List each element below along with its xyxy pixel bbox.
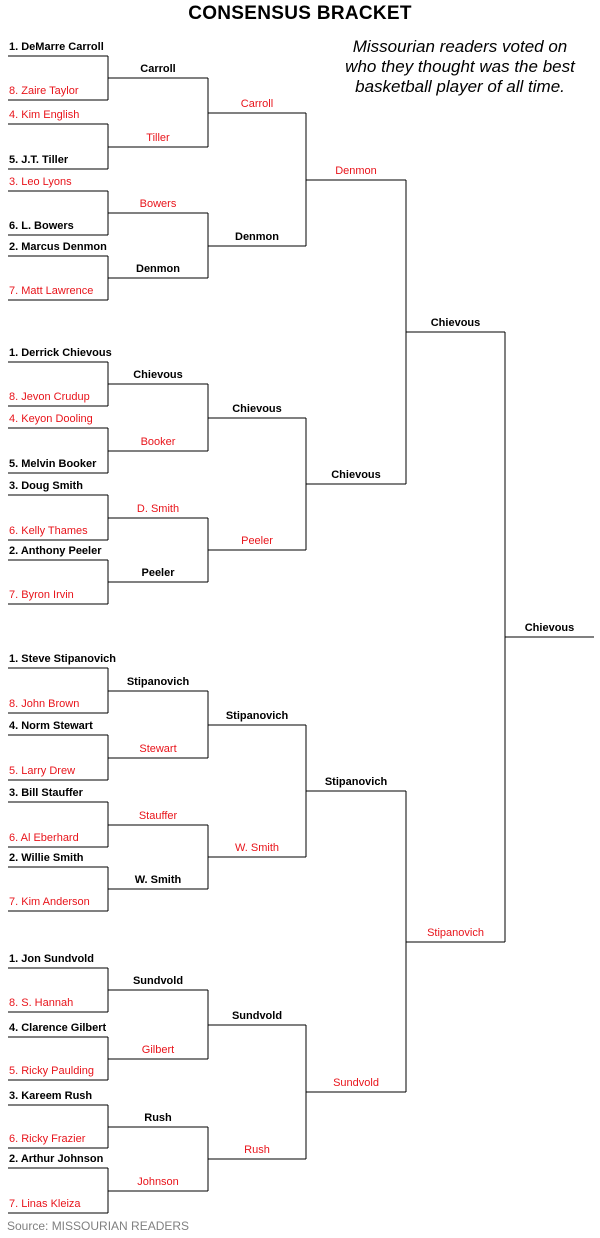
- eliminated-label: Denmon: [335, 165, 377, 177]
- winner-label: Peeler: [141, 567, 175, 579]
- winner-label: 3. Kareem Rush: [9, 1090, 93, 1102]
- eliminated-label: 6. Kelly Thames: [9, 525, 88, 537]
- winner-label: Chievous: [524, 622, 575, 634]
- winner-label: 6. L. Bowers: [9, 220, 74, 232]
- eliminated-label: Carroll: [240, 98, 274, 110]
- winner-label: Sundvold: [132, 975, 184, 987]
- eliminated-label: 8. S. Hannah: [9, 997, 74, 1009]
- winner-label: Carroll: [140, 63, 176, 75]
- winner-label: 3. Bill Stauffer: [9, 787, 83, 799]
- eliminated-label: Johnson: [137, 1176, 179, 1188]
- eliminated-label: Stipanovich: [427, 927, 484, 939]
- eliminated-label: 7. Kim Anderson: [9, 896, 90, 908]
- winner-label: Chievous: [133, 369, 183, 381]
- eliminated-label: 5. Ricky Paulding: [9, 1065, 94, 1077]
- winner-label: Stipanovich: [126, 676, 190, 688]
- eliminated-label: Peeler: [241, 535, 273, 547]
- winner-label: Chievous: [430, 317, 481, 329]
- winner-label: 5. J.T. Tiller: [9, 154, 69, 166]
- winner-label: 1. Steve Stipanovich: [9, 653, 116, 665]
- winner-label: 1. Jon Sundvold: [9, 953, 94, 965]
- eliminated-label: 6. Al Eberhard: [9, 832, 79, 844]
- source-credit: Source: MISSOURIAN READERS: [7, 1219, 190, 1233]
- eliminated-label: 7. Linas Kleiza: [9, 1198, 81, 1210]
- eliminated-label: Sundvold: [333, 1077, 379, 1089]
- eliminated-label: 3. Leo Lyons: [9, 176, 72, 188]
- page-title: CONSENSUS BRACKET: [188, 3, 412, 24]
- eliminated-label: W. Smith: [234, 842, 280, 854]
- eliminated-label: Stauffer: [138, 810, 178, 822]
- eliminated-label: 6. Ricky Frazier: [9, 1133, 86, 1145]
- winner-label: W. Smith: [134, 874, 182, 886]
- winner-label: 5. Melvin Booker: [9, 458, 97, 470]
- winner-label: 2. Arthur Johnson: [9, 1153, 104, 1165]
- winner-label: 2. Anthony Peeler: [9, 545, 102, 557]
- winner-label: Chievous: [232, 403, 282, 415]
- eliminated-label: 8. Zaire Taylor: [9, 85, 79, 97]
- eliminated-label: 5. Larry Drew: [9, 765, 76, 777]
- winner-label: 2. Marcus Denmon: [9, 241, 107, 253]
- winner-label: 4. Norm Stewart: [9, 720, 93, 732]
- winner-label: 1. DeMarre Carroll: [9, 41, 104, 53]
- winner-label: Stipanovich: [225, 710, 289, 722]
- winner-label: Stipanovich: [324, 776, 388, 788]
- eliminated-label: 7. Matt Lawrence: [9, 285, 94, 297]
- eliminated-label: 7. Byron Irvin: [9, 589, 74, 601]
- eliminated-label: 4. Kim English: [9, 109, 80, 121]
- eliminated-label: D. Smith: [136, 503, 180, 515]
- winner-label: Denmon: [235, 231, 279, 243]
- eliminated-label: Booker: [140, 436, 176, 448]
- eliminated-label: Stewart: [139, 743, 177, 755]
- eliminated-label: Tiller: [146, 132, 170, 144]
- eliminated-label: 8. Jevon Crudup: [9, 391, 90, 403]
- winner-label: Denmon: [136, 263, 180, 275]
- winner-label: 2. Willie Smith: [9, 852, 84, 864]
- winner-label: 3. Doug Smith: [9, 480, 83, 492]
- eliminated-label: Rush: [244, 1144, 270, 1156]
- winner-label: Chievous: [331, 469, 381, 481]
- eliminated-label: Gilbert: [141, 1044, 175, 1056]
- subtitle: Missourian readers voted on who they tho…: [345, 37, 575, 96]
- winner-label: 4. Clarence Gilbert: [9, 1022, 107, 1034]
- eliminated-label: Bowers: [139, 198, 177, 210]
- eliminated-label: 8. John Brown: [9, 698, 80, 710]
- winner-label: Sundvold: [231, 1010, 283, 1022]
- winner-label: 1. Derrick Chievous: [9, 347, 112, 359]
- winner-label: Rush: [144, 1112, 172, 1124]
- eliminated-label: 4. Keyon Dooling: [9, 413, 93, 425]
